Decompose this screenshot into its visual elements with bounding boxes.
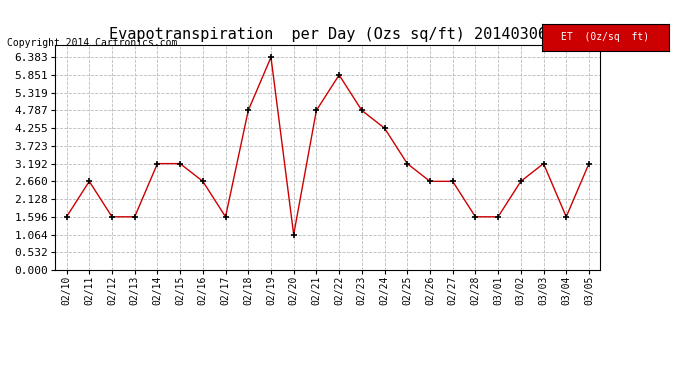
Text: ET  (0z/sq  ft): ET (0z/sq ft) (562, 33, 649, 42)
Text: Copyright 2014 Cartronics.com: Copyright 2014 Cartronics.com (7, 38, 177, 48)
Title: Evapotranspiration  per Day (Ozs sq/ft) 20140306: Evapotranspiration per Day (Ozs sq/ft) 2… (109, 27, 546, 42)
